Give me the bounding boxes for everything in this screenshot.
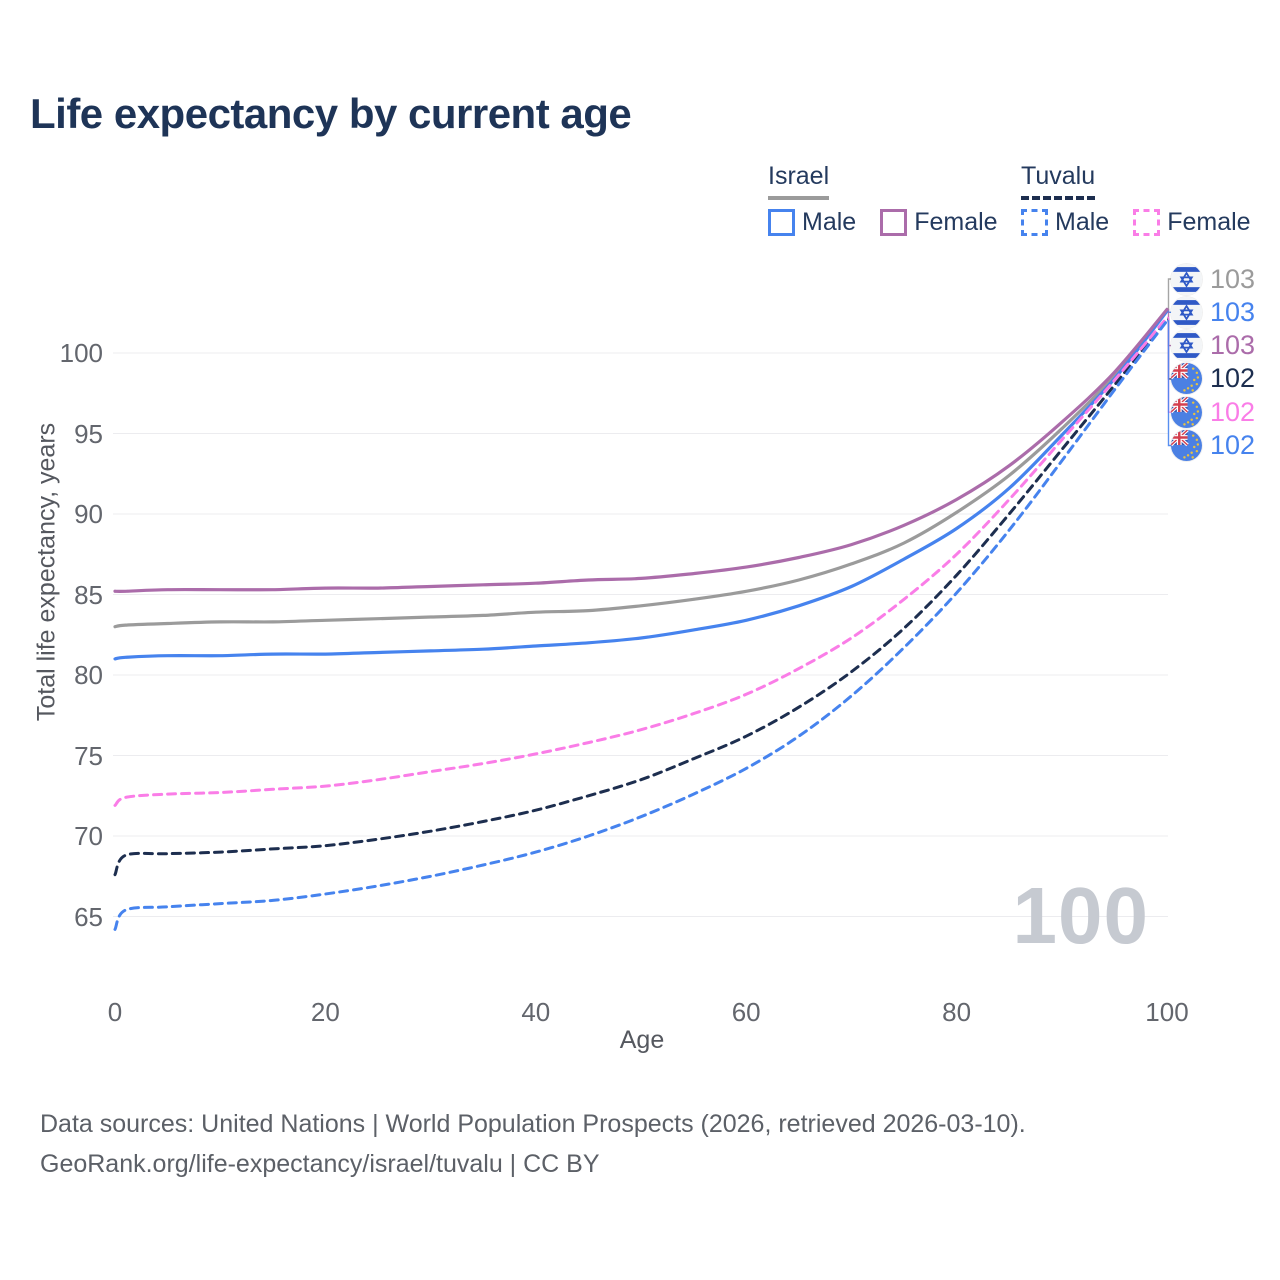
legend-country-israel: Israel xyxy=(768,162,830,200)
tuvalu-flag-icon xyxy=(1171,396,1202,428)
end-value-row-tuvalu[interactable]: 102 xyxy=(1171,363,1256,395)
legend-item-label: Female xyxy=(1167,208,1251,236)
tuvalu-flag-icon xyxy=(1171,363,1202,395)
x-tick-label: 20 xyxy=(310,997,340,1027)
legend-item-label: Female xyxy=(914,208,998,236)
israel-flag-icon xyxy=(1171,296,1202,328)
israel-flag-icon xyxy=(1171,330,1202,362)
legend-item-tuvalu-female[interactable]: Female xyxy=(1133,208,1251,237)
x-tick-label: 40 xyxy=(521,997,551,1027)
end-value-label: 103 xyxy=(1210,296,1256,327)
israel-flag-icon xyxy=(1171,263,1202,295)
x-tick-label: 0 xyxy=(107,997,123,1027)
end-value-label: 102 xyxy=(1210,363,1256,394)
y-tick-label: 75 xyxy=(74,740,103,771)
series-line-tuvalu-female[interactable] xyxy=(113,316,1169,807)
end-value-label: 102 xyxy=(1210,396,1256,427)
y-tick-label: 70 xyxy=(74,821,103,851)
legend-group-tuvalu: Tuvalu Male Female xyxy=(1021,162,1251,237)
x-tick-label: 60 xyxy=(731,997,761,1027)
end-value-row-israel[interactable]: 103 xyxy=(1171,330,1256,362)
legend-item-israel-male[interactable]: Male xyxy=(768,208,856,237)
watermark-age-100: 100 xyxy=(1012,871,1149,960)
legend-country-tuvalu: Tuvalu xyxy=(1021,162,1096,200)
x-tick-label: 80 xyxy=(942,997,972,1027)
end-label-connector xyxy=(1167,320,1173,447)
legend-item-tuvalu-male[interactable]: Male xyxy=(1021,208,1109,237)
y-tick-label: 65 xyxy=(74,901,103,932)
x-tick-label: 100 xyxy=(1145,997,1189,1027)
end-value-row-tuvalu[interactable]: 102 xyxy=(1171,430,1255,461)
end-value-label: 103 xyxy=(1210,263,1256,294)
end-value-label: 102 xyxy=(1210,430,1256,460)
israel-female-line-swatch-icon xyxy=(880,209,908,236)
end-value-row-israel[interactable]: 103 xyxy=(1171,263,1256,295)
legend-item-israel-female[interactable]: Female xyxy=(880,208,998,237)
end-value-label: 103 xyxy=(1210,330,1256,361)
legend-item-label: Male xyxy=(1055,208,1110,236)
y-tick-label: 85 xyxy=(74,579,103,610)
tuvalu-female-line-swatch-icon xyxy=(1133,209,1161,236)
x-axis-title: Age xyxy=(619,1026,665,1054)
end-value-row-tuvalu[interactable]: 102 xyxy=(1171,396,1256,428)
y-tick-label: 95 xyxy=(74,418,103,449)
series-line-israel-female[interactable] xyxy=(113,307,1169,593)
legend-group-israel: Israel Male Female xyxy=(768,162,998,237)
footer-sources-line: Data sources: United Nations | World Pop… xyxy=(40,1110,1026,1138)
footer-license-line: GeoRank.org/life-expectancy/israel/tuval… xyxy=(40,1150,600,1178)
tuvalu-male-line-swatch-icon xyxy=(1021,209,1048,236)
y-axis-title: Total life expectancy, years xyxy=(32,422,61,722)
tuvalu-flag-icon xyxy=(1171,430,1202,461)
footer: Data sources: United Nations | World Pop… xyxy=(40,1104,1026,1184)
page-title: Life expectancy by current age xyxy=(30,90,632,137)
y-tick-label: 80 xyxy=(74,660,103,690)
series-line-tuvalu-male[interactable] xyxy=(113,319,1169,931)
legend-item-label: Male xyxy=(802,208,857,236)
y-tick-label: 90 xyxy=(74,499,103,529)
end-value-row-israel[interactable]: 103 xyxy=(1171,296,1256,328)
series-line-tuvalu-both-sexes-[interactable] xyxy=(113,317,1169,877)
israel-male-line-swatch-icon xyxy=(768,209,795,236)
y-tick-label: 100 xyxy=(59,338,103,368)
series-line-israel-male[interactable] xyxy=(113,309,1169,661)
series-line-israel-both-sexes-[interactable] xyxy=(113,307,1169,629)
